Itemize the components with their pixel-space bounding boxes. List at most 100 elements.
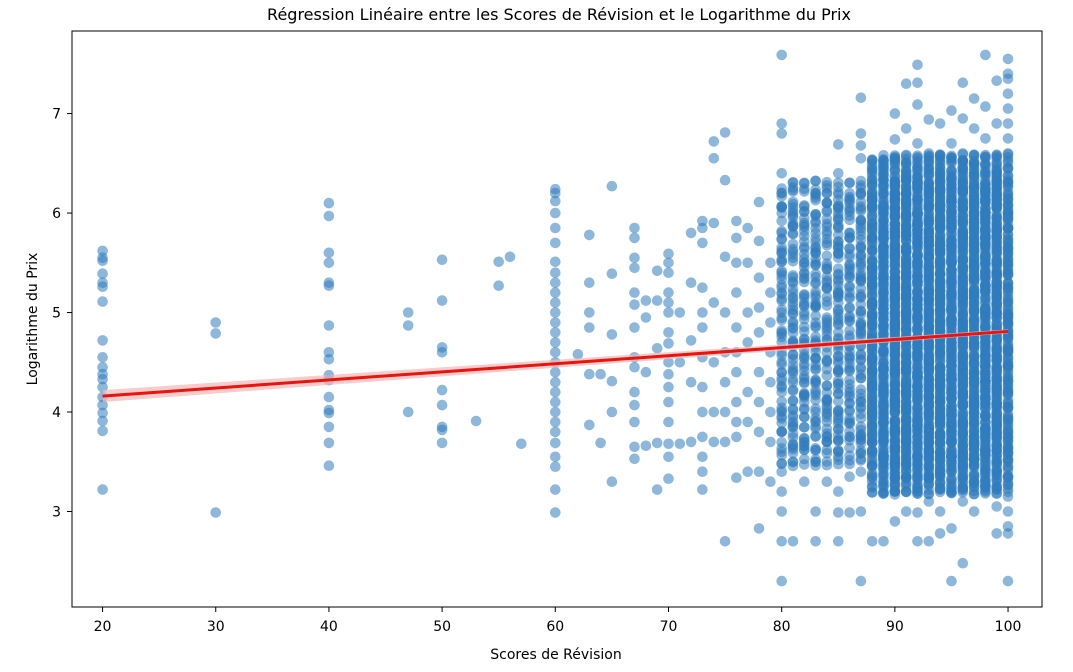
data-point [402,320,414,331]
data-point [210,328,221,339]
data-point [934,244,946,256]
data-point [550,386,561,398]
data-point [946,105,957,116]
data-point [889,152,901,164]
data-point [821,228,833,240]
data-point [697,237,708,249]
data-point [821,355,833,367]
data-point [550,222,561,234]
data-point [946,316,957,327]
data-point [912,138,923,149]
data-point [957,228,969,240]
data-point [866,194,878,205]
data-point [878,196,889,208]
data-point [1002,427,1014,438]
data-point [912,417,923,429]
data-point [674,357,686,368]
data-point [584,419,595,431]
data-point [855,363,867,375]
y-tick-label: 6 [52,206,61,222]
data-point [946,353,957,365]
data-point [629,453,640,465]
data-point [97,296,108,307]
data-point [844,330,855,342]
data-point [606,375,618,387]
data-point [776,256,787,267]
data-point [866,354,878,365]
data-point [844,177,855,189]
data-point [97,381,108,393]
data-point [889,516,901,527]
data-point [968,369,980,380]
data-point [946,450,957,462]
data-point [493,280,505,292]
data-point [878,297,889,308]
data-point [821,205,833,216]
data-point [210,317,221,328]
data-point [889,301,901,312]
data-point [980,255,991,267]
data-point [663,473,674,485]
data-point [550,195,561,207]
data-point [878,477,889,488]
data-point [731,322,742,333]
data-point [821,394,833,406]
data-point [821,314,833,326]
data-point [550,267,561,279]
data-point [629,299,640,310]
data-point [323,437,335,449]
data-point [787,385,799,397]
data-point [912,488,923,500]
data-point [968,170,980,181]
data-point [697,406,708,418]
data-point [776,575,787,587]
data-point [1002,220,1014,231]
data-point [889,379,901,391]
data-point [697,282,708,294]
data-point [731,257,742,269]
data-point [550,416,561,428]
data-point [900,166,912,177]
data-point [946,152,957,163]
data-point [878,345,889,356]
data-point [900,149,912,161]
data-point [934,118,946,129]
data-point [685,436,697,448]
data-point [685,335,697,346]
data-point [968,433,980,444]
data-point [799,440,810,452]
data-point [753,466,765,478]
data-point [787,249,799,260]
data-point [912,203,923,215]
data-point [765,257,776,269]
data-point [821,380,833,391]
data-point [787,291,799,303]
data-point [889,134,901,145]
data-point [776,312,787,324]
data-point [934,215,946,226]
data-point [776,234,787,245]
data-point [923,536,935,547]
data-point [878,314,889,326]
data-point [663,451,674,463]
data-point [912,403,923,415]
x-tick-label: 80 [773,619,791,635]
data-point [776,450,787,461]
data-point [799,476,810,488]
data-point [991,245,1002,257]
data-point [878,380,889,392]
data-point [844,404,855,416]
data-point [912,480,923,492]
data-point [821,403,833,415]
data-point [550,297,561,308]
data-point [97,415,108,427]
data-point [810,454,821,465]
data-point [629,361,640,373]
data-point [629,262,640,274]
data-point [776,49,787,61]
data-point [833,375,844,386]
data-point [1002,375,1014,386]
data-point [742,222,753,234]
data-point [991,215,1002,226]
data-point [821,197,833,209]
